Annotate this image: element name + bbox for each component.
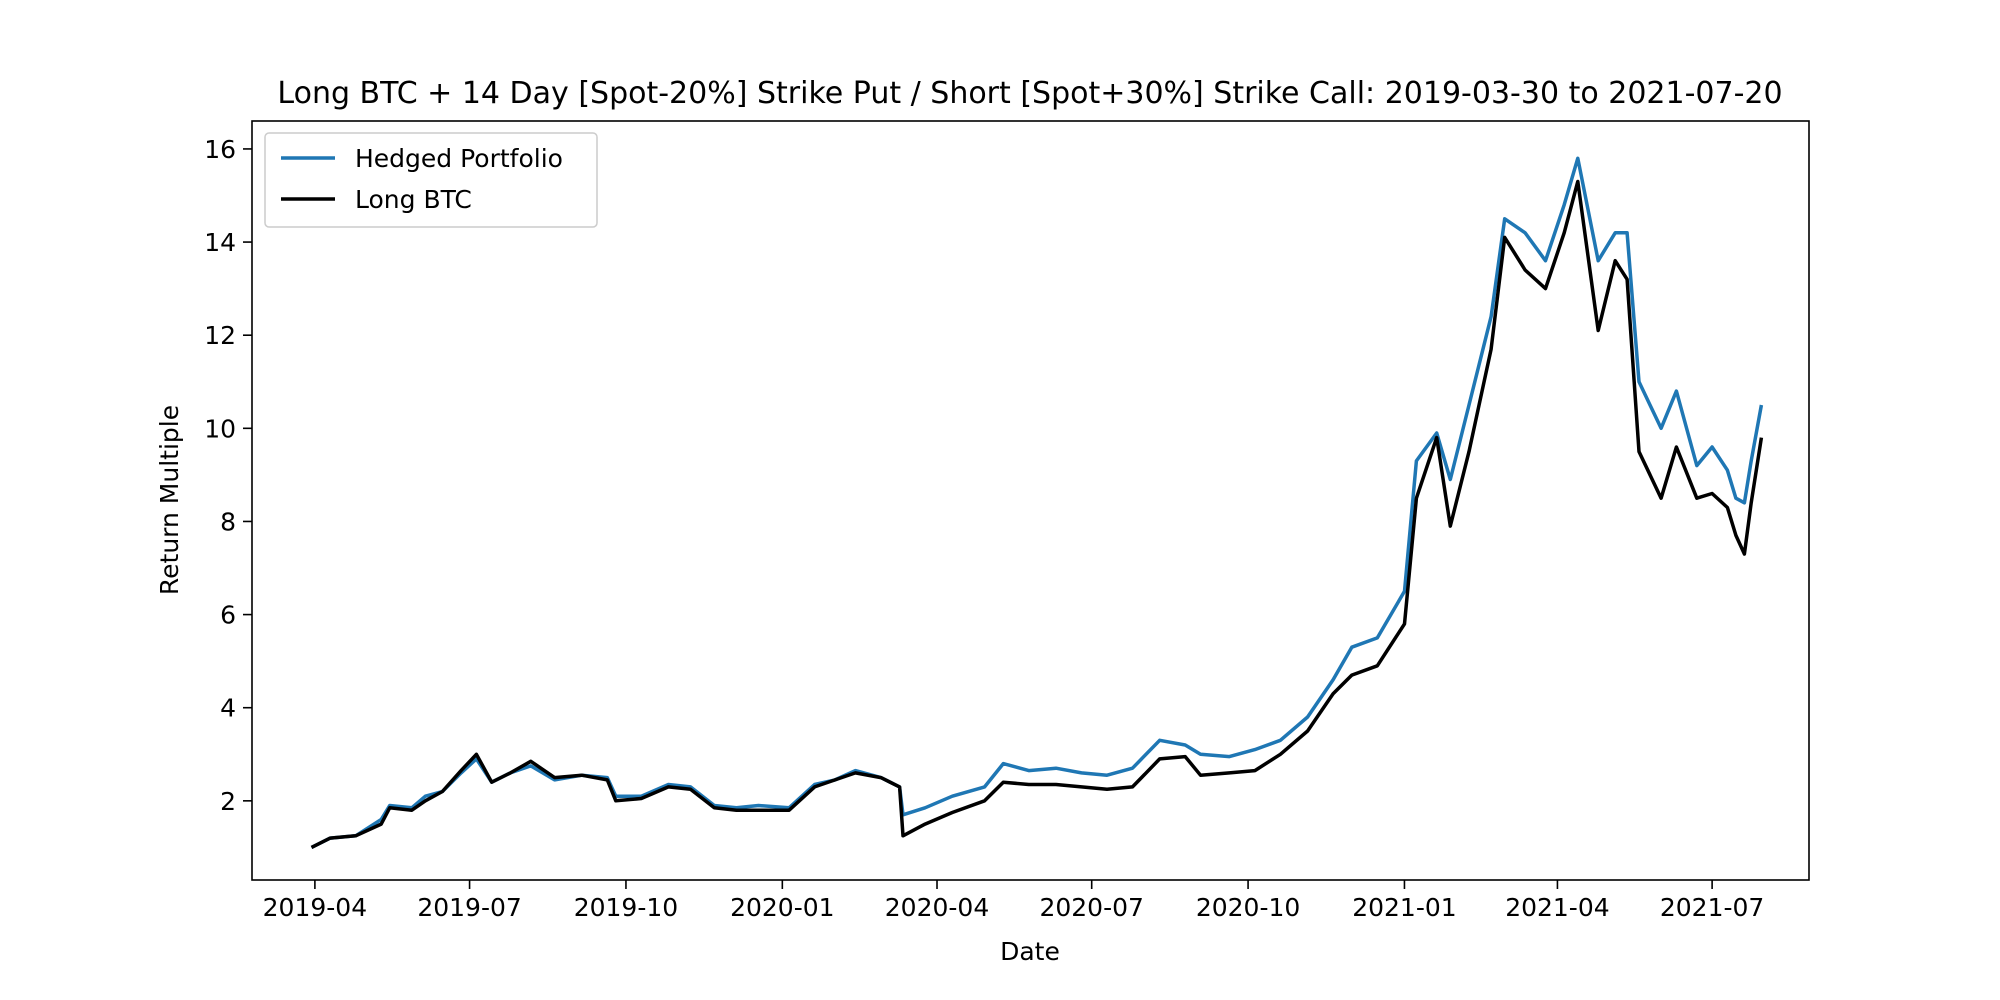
y-axis-title: Return Multiple [155, 405, 184, 595]
x-tick-label: 2020-10 [1196, 893, 1300, 922]
x-tick-label: 2019-10 [574, 893, 678, 922]
y-axis: 2 4 6 8 10 12 14 16 [204, 135, 252, 816]
x-axis: 2019-04 2019-07 2019-10 2020-01 2020-04 2020-… [263, 880, 1764, 922]
y-tick-label: 16 [204, 135, 236, 164]
x-tick-label: 2021-01 [1352, 893, 1456, 922]
x-axis-title: Date [1000, 937, 1060, 966]
series-line-hedged-portfolio [310, 156, 1764, 849]
x-tick-label: 2020-01 [730, 893, 834, 922]
y-tick-label: 8 [220, 507, 236, 536]
y-tick-label: 2 [220, 787, 236, 816]
series-lines [310, 156, 1764, 849]
chart-title: Long BTC + 14 Day [Spot-20%] Strike Put … [277, 76, 1782, 111]
y-tick-label: 12 [204, 321, 236, 350]
series-line-long-btc [310, 179, 1764, 849]
y-tick-label: 6 [220, 601, 236, 630]
y-tick-label: 4 [220, 694, 236, 723]
x-tick-label: 2020-07 [1039, 893, 1143, 922]
legend-box [264, 132, 598, 228]
y-tick-label: 14 [204, 228, 236, 257]
plot-frame [251, 120, 1810, 881]
x-tick-label: 2021-04 [1505, 893, 1609, 922]
x-tick-label: 2021-07 [1660, 893, 1764, 922]
legend-label-hedged-portfolio: Hedged Portfolio [355, 144, 563, 173]
legend-label-long-btc: Long BTC [355, 185, 472, 214]
x-tick-label: 2019-07 [417, 893, 521, 922]
x-tick-label: 2019-04 [263, 893, 367, 922]
y-tick-label: 10 [204, 414, 236, 443]
legend: Hedged Portfolio Long BTC [264, 132, 598, 228]
plot-area [252, 121, 1809, 880]
x-tick-label: 2020-04 [885, 893, 989, 922]
